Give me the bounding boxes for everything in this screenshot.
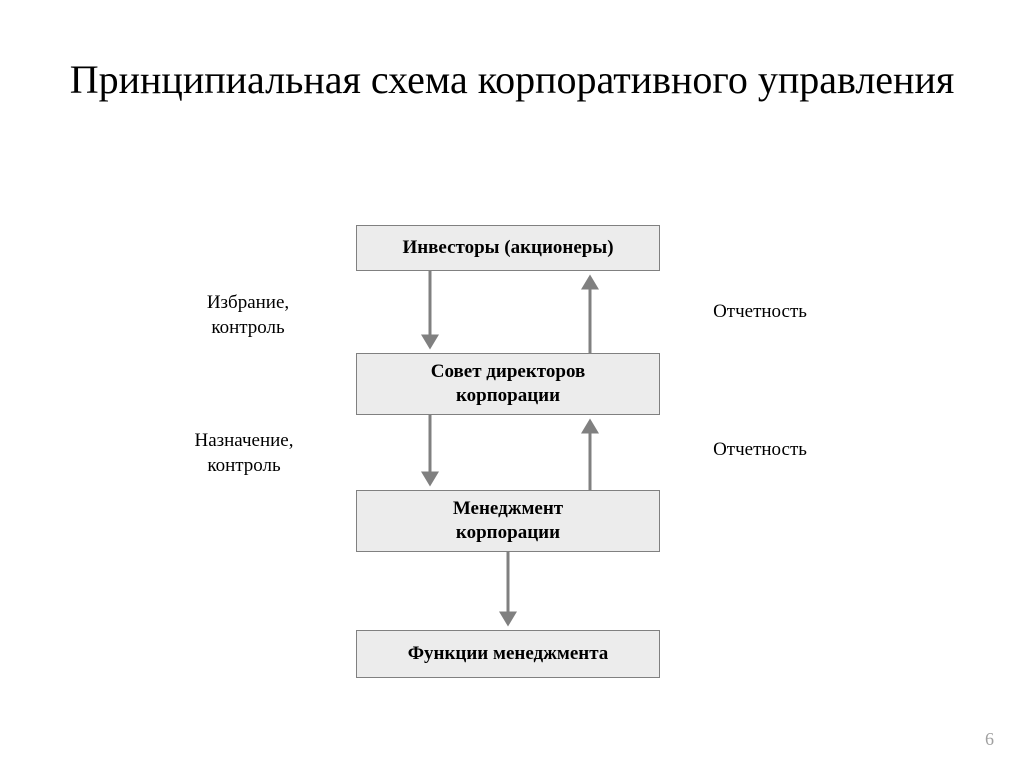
page-number: 6	[985, 729, 994, 750]
flowchart: Инвесторы (акционеры) Совет директоров ко…	[0, 0, 1024, 768]
edge-label-appoint: Назначение, контроль	[144, 429, 344, 478]
edge-label-report2: Отчетность	[670, 438, 850, 463]
node-functions: Функции менеджмента	[356, 630, 660, 678]
node-board: Совет директоров корпорации	[356, 353, 660, 415]
node-label: Инвесторы (акционеры)	[402, 236, 613, 260]
node-management: Менеджмент корпорации	[356, 490, 660, 552]
node-label: Функции менеджмента	[408, 642, 609, 666]
edge-label-report1: Отчетность	[670, 300, 850, 325]
node-label: Менеджмент корпорации	[453, 497, 563, 545]
node-investors: Инвесторы (акционеры)	[356, 225, 660, 271]
edge-label-elect: Избрание, контроль	[158, 291, 338, 340]
node-label: Совет директоров корпорации	[431, 360, 585, 408]
